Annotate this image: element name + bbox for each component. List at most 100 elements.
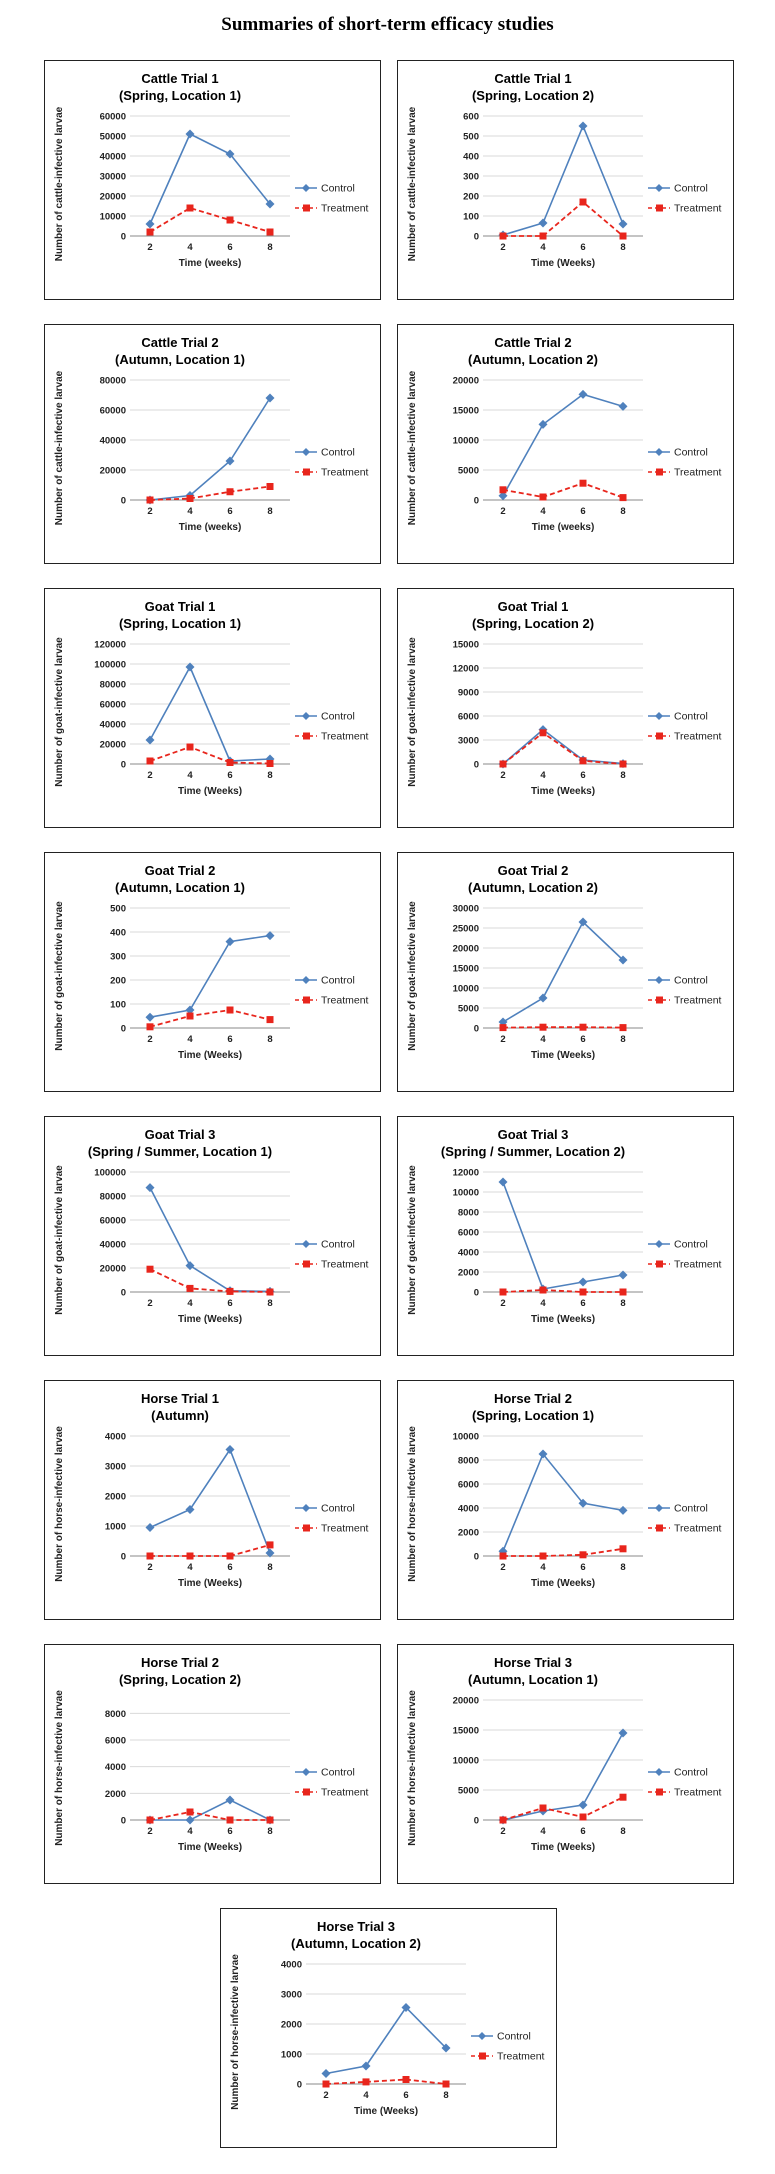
y-axis-label: Number of goat-infective larvae: [407, 901, 418, 1051]
data-point-treatment: [146, 757, 154, 765]
data-point-control: [265, 199, 275, 209]
data-point-treatment: [266, 483, 274, 490]
data-point-treatment: [266, 1541, 274, 1549]
data-point-control: [538, 419, 548, 429]
data-point-treatment: [499, 486, 507, 494]
chart-title-line: Goat Trial 3: [145, 1127, 216, 1142]
y-tick-label: 100000: [94, 660, 126, 671]
legend-marker: [655, 712, 663, 720]
x-tick-label: 6: [227, 1298, 232, 1309]
x-tick-label: 6: [227, 242, 232, 253]
chart-panel-goat-trial-3-location-1: Goat Trial 3 (Spring / Summer, Location 1…: [44, 1116, 381, 1356]
data-point-control: [578, 1498, 588, 1508]
data-point-control: [498, 491, 508, 501]
legend-label: Control: [321, 975, 355, 987]
data-point-treatment: [186, 1012, 194, 1020]
data-point-treatment: [226, 1552, 234, 1560]
chart-title-line: (Spring, Location 2): [472, 88, 594, 103]
data-point-treatment: [226, 216, 234, 224]
x-tick-label: 6: [580, 506, 585, 517]
data-point-treatment: [146, 228, 154, 236]
legend-label: Control: [674, 1239, 708, 1251]
data-point-treatment: [579, 1551, 587, 1559]
line-chart: Cattle Trial 1 (Spring, Location 1) 0 10000…: [54, 71, 369, 269]
y-tick-label: 0: [121, 232, 126, 243]
series-line-treatment: [149, 1268, 271, 1293]
x-axis-label: Time (Weeks): [178, 1050, 242, 1061]
series-line-treatment: [502, 1289, 623, 1293]
chart-title-line: Goat Trial 1: [498, 599, 569, 614]
legend-marker: [302, 1240, 310, 1248]
y-tick-label: 4000: [281, 1960, 302, 1971]
series-line-control: [149, 1187, 271, 1293]
y-tick-label: 2000: [458, 1268, 479, 1279]
legend-label: Control: [674, 1503, 708, 1515]
y-tick-label: 20000: [100, 1264, 126, 1275]
y-tick-label: 400: [463, 152, 479, 163]
chart-title-line: Goat Trial 2: [498, 863, 569, 878]
y-tick-label: 0: [121, 496, 126, 507]
x-axis-label: Time (Weeks): [178, 1314, 242, 1325]
y-tick-label: 0: [474, 1288, 479, 1299]
series-line-treatment: [149, 746, 271, 765]
x-tick-label: 4: [187, 1826, 193, 1837]
data-point-control: [441, 2043, 451, 2053]
x-tick-label: 8: [267, 1826, 272, 1837]
x-tick-label: 8: [620, 770, 625, 781]
series-line-treatment: [149, 207, 271, 233]
x-axis-label: Time (Weeks): [178, 1842, 242, 1853]
series-line-treatment: [150, 1544, 271, 1557]
line-chart: Goat Trial 2 (Autumn, Location 1) 0 100 200 3…: [54, 863, 369, 1061]
y-tick-label: 6000: [105, 1736, 126, 1747]
legend-marker: [302, 712, 310, 720]
legend-marker: [656, 1524, 663, 1532]
legend-marker: [656, 1260, 663, 1268]
y-tick-label: 15000: [453, 640, 479, 651]
y-tick-label: 10000: [100, 212, 126, 223]
legend-marker: [302, 184, 310, 192]
y-tick-label: 2000: [105, 1789, 126, 1800]
line-chart: Goat Trial 3 (Spring / Summer, Location 1…: [54, 1127, 369, 1325]
x-tick-label: 4: [187, 1034, 193, 1045]
legend-label: Treatment: [321, 203, 369, 215]
legend-marker: [655, 976, 663, 984]
chart-panel-goat-trial-1-location-1: Goat Trial 1 (Spring, Location 1) 0 20000 40…: [44, 588, 381, 828]
y-tick-label: 500: [110, 904, 126, 915]
x-tick-label: 4: [187, 1298, 193, 1309]
legend-label: Treatment: [321, 1523, 369, 1535]
y-tick-label: 80000: [100, 1192, 126, 1203]
x-tick-label: 8: [620, 1562, 625, 1573]
x-tick-label: 8: [620, 1298, 625, 1309]
y-tick-label: 20000: [100, 740, 126, 751]
y-axis-label: Number of horse-infective larvae: [54, 1426, 65, 1582]
x-tick-label: 2: [500, 1298, 505, 1309]
chart-panel-cattle-trial-2-location-2: Cattle Trial 2 (Autumn, Location 2) 0 5000 1…: [397, 324, 734, 564]
data-point-treatment: [539, 1286, 547, 1294]
y-tick-label: 0: [474, 496, 479, 507]
data-point-treatment: [619, 760, 627, 768]
y-tick-label: 20000: [453, 1696, 479, 1707]
series-line-control: [502, 728, 624, 765]
y-tick-label: 5000: [458, 1004, 479, 1015]
x-axis-label: Time (Weeks): [531, 786, 595, 797]
legend-label: Control: [321, 1239, 355, 1251]
legend-label: Treatment: [674, 1523, 722, 1535]
data-point-treatment: [362, 2078, 370, 2086]
data-point-treatment: [146, 1023, 154, 1031]
legend-marker: [479, 2052, 486, 2060]
x-axis-label: Time (Weeks): [354, 2106, 418, 2117]
y-axis-label: Number of horse-infective larvae: [407, 1690, 418, 1846]
x-tick-label: 4: [540, 770, 546, 781]
legend-marker: [655, 1768, 663, 1776]
data-point-treatment: [146, 496, 154, 504]
x-tick-label: 8: [267, 242, 272, 253]
chart-title-line: Horse Trial 3: [494, 1655, 572, 1670]
x-tick-label: 2: [500, 1034, 505, 1045]
y-axis-label: Number of goat-infective larvae: [407, 637, 418, 787]
series-line-control: [149, 397, 271, 501]
data-point-control: [321, 2069, 331, 2078]
x-tick-label: 8: [267, 1562, 272, 1573]
y-axis-label: Number of cattle-infective larvae: [54, 370, 65, 525]
x-tick-label: 2: [500, 1562, 505, 1573]
legend-label: Control: [321, 711, 355, 723]
